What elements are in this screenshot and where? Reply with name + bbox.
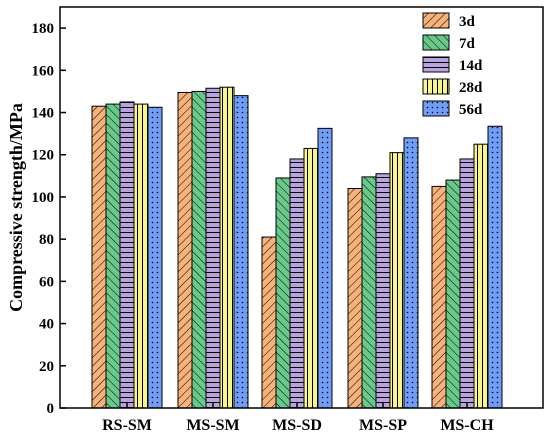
y-tick-label: 80 [39, 232, 54, 248]
legend-swatch-3d [422, 12, 450, 29]
legend-swatch-14d [422, 56, 450, 73]
y-axis-title: Compressive strength/MPa [6, 103, 26, 312]
legend-swatch-28d [422, 78, 450, 95]
bar-ms-sp-7d [361, 176, 377, 409]
y-tick-label: 160 [32, 63, 55, 79]
x-tick-label: RS-SM [102, 417, 152, 434]
x-tick-label: MS-SM [186, 417, 239, 434]
bar-rs-sm-28d [133, 103, 149, 409]
x-tick-label: MS-CH [440, 417, 494, 434]
y-axis: 0 20 40 60 80 100 120 140 160 180 [32, 21, 66, 417]
bar-ms-sp-3d [347, 188, 363, 409]
legend-label-56d: 56d [459, 102, 483, 118]
bar-ms-sp-56d [403, 137, 419, 409]
y-tick-label: 0 [47, 401, 55, 417]
y-tick-label: 20 [39, 359, 54, 375]
bar-rs-sm-14d [119, 101, 135, 409]
bar-rs-sm-7d [105, 103, 121, 409]
y-tick-label: 120 [32, 148, 55, 164]
y-tick-label: 100 [32, 190, 55, 206]
bar-ms-sm-28d [219, 86, 235, 409]
bar-ms-sd-14d [289, 158, 305, 409]
y-tick-label: 140 [32, 106, 55, 122]
bar-ms-sp-14d [375, 173, 391, 409]
bar-ms-sp-28d [389, 152, 405, 409]
legend-swatch-7d [422, 34, 450, 51]
bar-ms-sm-14d [205, 87, 221, 409]
x-tick-label: MS-SD [272, 417, 322, 434]
y-tick-label: 40 [39, 317, 54, 333]
bar-ms-ch-7d [445, 179, 461, 409]
bar-ms-sm-56d [233, 95, 249, 409]
x-tick-label: MS-SP [359, 417, 407, 434]
legend-label-28d: 28d [459, 80, 483, 96]
x-axis: RS-SM MS-SM MS-SD MS-SP MS-CH [102, 403, 494, 434]
legend: 3d 7d 14d 28d 56d [422, 12, 483, 118]
bar-rs-sm-56d [147, 106, 163, 409]
legend-label-7d: 7d [459, 36, 476, 52]
bar-ms-sd-3d [261, 236, 277, 409]
bar-ms-ch-56d [487, 125, 503, 409]
y-tick-label: 180 [32, 21, 55, 37]
legend-label-3d: 3d [459, 14, 476, 30]
legend-label-14d: 14d [459, 58, 483, 74]
y-tick-label: 60 [39, 274, 54, 290]
bar-ms-sm-3d [177, 91, 193, 409]
bar-ms-sd-56d [317, 127, 333, 409]
bar-ms-sd-7d [275, 177, 291, 409]
legend-swatch-56d [422, 100, 450, 117]
bar-group [91, 86, 503, 409]
bar-ms-ch-3d [431, 185, 447, 409]
bar-ms-sd-28d [303, 147, 319, 409]
bar-ms-ch-28d [473, 143, 489, 409]
bar-ms-sm-7d [191, 90, 207, 409]
plot-frame [59, 6, 544, 409]
bar-rs-sm-3d [91, 105, 107, 409]
bar-ms-ch-14d [459, 158, 475, 409]
